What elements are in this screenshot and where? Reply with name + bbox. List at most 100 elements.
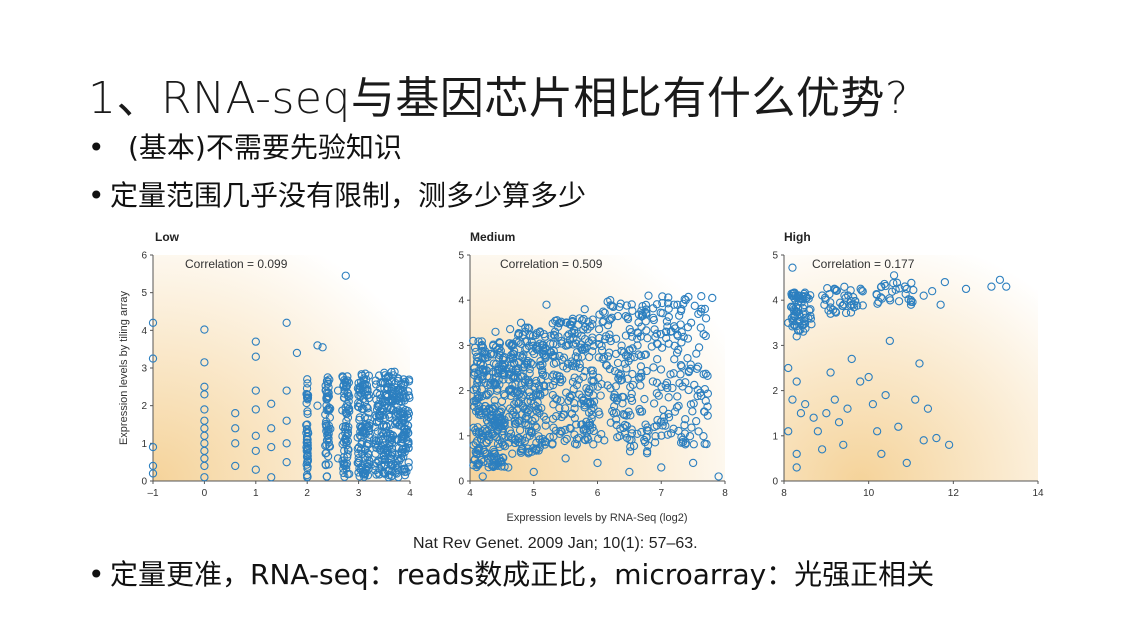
data-point <box>538 366 547 375</box>
data-point <box>357 370 366 379</box>
data-point <box>615 431 624 441</box>
data-point <box>495 351 504 360</box>
data-point <box>532 445 541 454</box>
data-point <box>521 323 530 332</box>
data-point <box>338 456 347 465</box>
data-point <box>664 304 673 313</box>
data-point <box>628 306 637 315</box>
data-point <box>399 375 408 384</box>
data-point <box>579 372 588 382</box>
data-point <box>200 473 209 482</box>
data-point <box>478 364 487 374</box>
data-point <box>364 393 374 403</box>
data-point <box>343 372 352 381</box>
data-point <box>662 317 672 326</box>
data-point <box>482 391 492 400</box>
y-tick-label: 2 <box>772 386 778 397</box>
data-point <box>360 389 369 399</box>
data-point <box>486 414 495 423</box>
x-tick-label: 0 <box>202 488 208 499</box>
data-point <box>652 389 661 398</box>
data-point <box>474 369 483 379</box>
data-point <box>683 323 693 332</box>
data-point <box>650 325 659 334</box>
data-point <box>323 431 332 440</box>
data-point <box>589 376 598 385</box>
data-point <box>369 435 379 444</box>
data-point <box>477 434 486 444</box>
data-point <box>784 363 793 373</box>
data-point <box>872 427 882 436</box>
data-point <box>489 350 498 359</box>
data-point <box>498 424 507 433</box>
data-point <box>521 345 530 354</box>
data-point <box>817 445 827 454</box>
data-point <box>611 382 621 391</box>
data-point <box>847 300 856 309</box>
data-point <box>825 290 834 299</box>
data-point <box>538 370 548 379</box>
data-point <box>340 446 349 455</box>
data-point <box>251 386 260 395</box>
data-point <box>535 409 544 418</box>
bullet-text: (基本)不需要先验知识 <box>128 131 402 164</box>
data-point <box>500 391 510 400</box>
data-point <box>640 394 649 404</box>
data-point <box>474 427 484 436</box>
data-point <box>674 345 683 354</box>
data-point <box>482 366 491 375</box>
data-point <box>699 330 708 339</box>
data-point <box>324 377 333 386</box>
data-point <box>583 397 593 407</box>
data-point <box>626 354 635 363</box>
data-point <box>626 393 636 403</box>
data-point <box>589 397 599 406</box>
data-point <box>493 365 503 375</box>
y-tick-label: 5 <box>458 251 464 262</box>
data-point <box>343 388 352 397</box>
data-point <box>400 424 410 433</box>
data-point <box>494 369 503 378</box>
data-point <box>565 423 574 433</box>
data-point <box>404 458 413 467</box>
data-point <box>571 339 581 348</box>
data-point <box>572 348 582 357</box>
data-point <box>313 341 322 350</box>
data-point <box>342 378 352 387</box>
data-point <box>344 405 353 414</box>
data-point <box>251 446 260 456</box>
data-point <box>588 382 597 391</box>
data-point <box>654 391 663 400</box>
data-point <box>659 405 668 414</box>
data-point <box>491 327 500 336</box>
data-point <box>548 350 557 360</box>
data-point <box>251 352 260 361</box>
data-point <box>881 390 890 400</box>
data-point <box>584 317 593 326</box>
data-point <box>919 436 928 445</box>
y-tick-label: 3 <box>772 341 778 352</box>
data-point <box>846 286 855 295</box>
data-point <box>523 323 533 332</box>
x-tick-label: 7 <box>658 488 664 499</box>
data-point <box>792 377 801 386</box>
data-point <box>856 377 865 386</box>
y-tick-label: 0 <box>772 477 778 488</box>
data-point <box>906 300 916 309</box>
data-point <box>549 370 558 379</box>
data-point <box>386 451 396 460</box>
data-point <box>550 331 560 340</box>
data-point <box>894 422 903 431</box>
panel-title: Medium <box>470 230 515 244</box>
data-point <box>807 320 816 329</box>
data-point <box>683 334 693 343</box>
data-point <box>231 439 240 448</box>
data-point <box>386 405 395 414</box>
data-point <box>692 364 702 373</box>
data-point <box>477 337 486 346</box>
data-point <box>303 445 312 454</box>
data-point <box>662 333 671 343</box>
data-point <box>940 277 950 287</box>
data-point <box>519 350 528 359</box>
data-point <box>681 295 690 305</box>
